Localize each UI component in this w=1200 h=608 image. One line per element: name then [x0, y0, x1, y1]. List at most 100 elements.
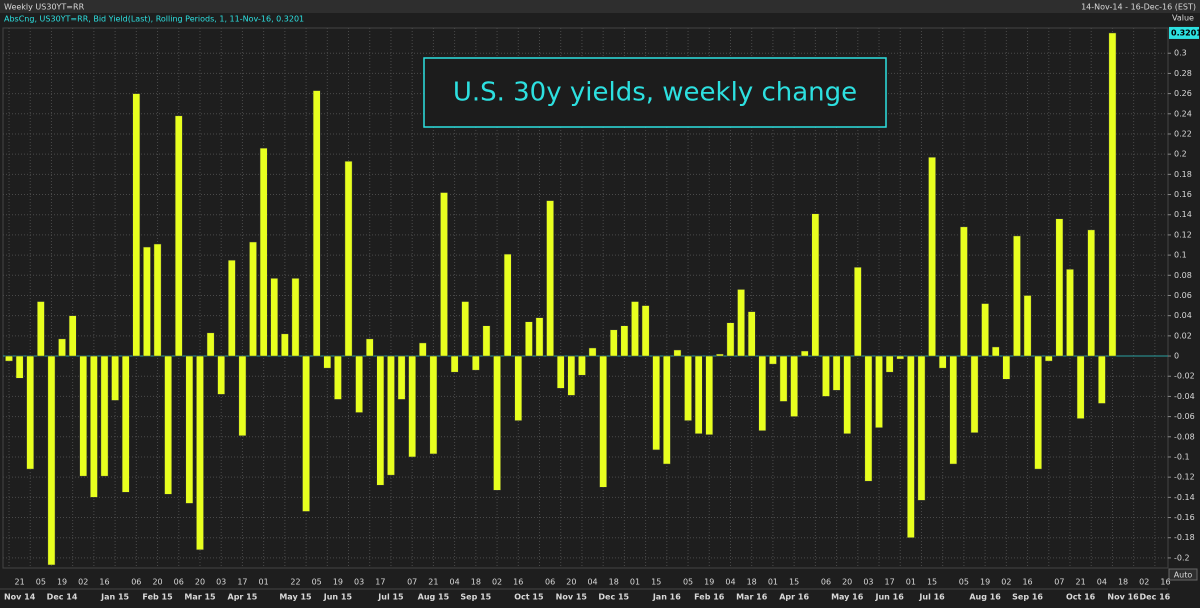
bar [344, 160, 353, 357]
x-tick-label: 07 [407, 578, 417, 587]
x-tick-label: 03 [863, 578, 873, 587]
bar [1066, 268, 1074, 357]
bar [397, 355, 406, 400]
x-tick-label: 05 [959, 578, 969, 587]
x-tick-label: 21 [1076, 578, 1086, 587]
x-tick-label: 18 [471, 578, 481, 587]
bar [355, 355, 363, 413]
y-tick-label: 0.02 [1174, 331, 1192, 340]
bar [68, 315, 77, 357]
bar [822, 355, 830, 397]
bar [970, 355, 979, 433]
bar [546, 200, 554, 357]
bar [917, 355, 926, 501]
x-tick-label: 21 [15, 578, 25, 587]
y-tick-label: 0.16 [1174, 190, 1192, 199]
x-month-label: Feb 15 [142, 593, 173, 602]
bar [960, 226, 968, 357]
y-tick-label: -0.04 [1174, 392, 1195, 401]
bar [705, 355, 714, 436]
y-tick-label: 0.26 [1174, 89, 1192, 98]
bar [164, 355, 173, 495]
x-tick-label: 02 [492, 578, 502, 587]
bar [79, 355, 88, 477]
bar [673, 349, 682, 357]
x-tick-label: 02 [78, 578, 88, 587]
x-month-label: Aug 16 [969, 593, 1001, 602]
bar [662, 355, 671, 465]
x-month-label: Aug 15 [418, 593, 450, 602]
bar [408, 355, 417, 458]
x-tick-label: 16 [99, 578, 109, 587]
bar [1055, 218, 1064, 357]
y-tick-label: 0 [1174, 352, 1179, 361]
y-tick-label: 0.14 [1174, 210, 1192, 219]
bar [323, 355, 332, 369]
y-tick-label: 0.06 [1174, 291, 1192, 300]
bar [652, 355, 661, 451]
bar [790, 355, 798, 417]
x-tick-label: 21 [428, 578, 438, 587]
y-tick-label: 0.18 [1174, 170, 1192, 179]
x-tick-label: 03 [354, 578, 364, 587]
bar [387, 355, 395, 476]
bar [853, 266, 862, 357]
y-tick-label: -0.18 [1174, 533, 1195, 542]
bar [694, 355, 703, 435]
bar [588, 347, 597, 357]
x-tick-label: 01 [630, 578, 640, 587]
bar [15, 355, 24, 379]
x-month-label: Jun 15 [323, 593, 353, 602]
bar [132, 93, 141, 357]
x-month-label: Dec 15 [598, 593, 629, 602]
x-tick-label: 19 [704, 578, 714, 587]
x-tick-label: 16 [513, 578, 523, 587]
x-month-label: Mar 16 [736, 593, 768, 602]
x-tick-label: 15 [789, 578, 799, 587]
x-tick-label: 18 [609, 578, 619, 587]
bar [578, 355, 586, 376]
bar [1013, 235, 1021, 357]
x-month-label: Jun 16 [874, 593, 904, 602]
bar [90, 355, 98, 498]
bar [1108, 32, 1117, 357]
date-range: 14-Nov-14 - 16-Dec-16 (EST) [1081, 3, 1196, 12]
bar [249, 241, 257, 357]
bar [1034, 355, 1043, 470]
y-tick-label: 0.1 [1174, 251, 1187, 260]
x-month-label: Apr 16 [779, 593, 809, 602]
bar [1023, 295, 1032, 357]
bar [1044, 355, 1053, 362]
bar [143, 246, 151, 357]
x-tick-label: 05 [36, 578, 46, 587]
bar [1076, 355, 1085, 419]
y-axis-label: Value [1172, 14, 1194, 23]
x-tick-label: 02 [1001, 578, 1011, 587]
bar [620, 325, 629, 357]
y-tick-label: -0.16 [1174, 513, 1195, 522]
x-tick-label: 04 [725, 578, 735, 587]
x-tick-label: 19 [980, 578, 990, 587]
x-tick-label: 02 [1139, 578, 1149, 587]
bar [747, 311, 756, 357]
last-value-box [1169, 26, 1199, 39]
bar [185, 355, 194, 504]
plot-frame [2, 27, 1169, 569]
series-legend: AbsCng, US30YT=RR, Bid Yield(Last), Roll… [4, 15, 304, 24]
x-tick-label: 20 [152, 578, 162, 587]
y-tick-label: 0.12 [1174, 230, 1192, 239]
bar [5, 355, 13, 362]
x-month-label: Sep 15 [460, 593, 491, 602]
y-tick-label: -0.12 [1174, 473, 1195, 482]
x-month-label: Oct 16 [1066, 593, 1096, 602]
x-month-label: Nov 16 [1107, 593, 1139, 602]
y-tick-label: 0.3 [1174, 49, 1187, 58]
bar [429, 355, 438, 455]
auto-button[interactable] [1168, 568, 1198, 581]
bar [1087, 229, 1096, 357]
bar [418, 342, 427, 357]
auto-label[interactable]: Auto [1174, 571, 1193, 580]
chart-title: U.S. 30y yields, weekly change [453, 78, 857, 108]
